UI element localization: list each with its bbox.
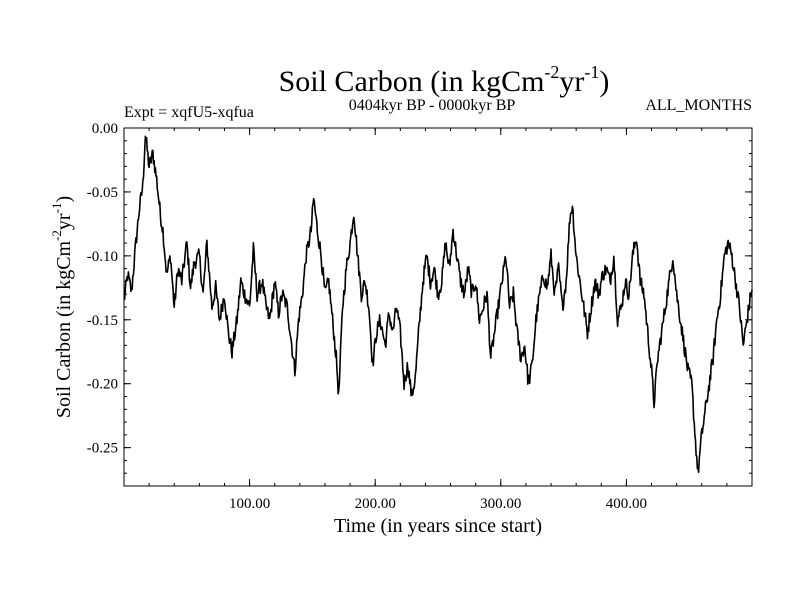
series-group [123,135,753,474]
subtitle-experiment: Expt = xqfU5-xqfua [124,104,254,121]
y-axis-label: Soil Carbon (in kgCm-2yr-1) [49,196,75,418]
chart-title: Soil Carbon (in kgCm-2yr-1) [279,62,610,98]
y-tick-label: -0.15 [87,313,118,329]
x-tick-label: 300.00 [480,496,521,512]
series-line-soil-carbon [123,135,753,474]
y-axis: 0.00 -0.05 -0.10 -0.15 -0.20 -0.25 [87,121,752,487]
y-tick-label: -0.25 [87,441,118,457]
x-tick-label: 200.00 [355,496,396,512]
y-tick-label: 0.00 [92,121,118,137]
subtitle-period: 0404kyr BP - 0000kyr BP [349,97,516,114]
x-axis: 100.00 200.00 300.00 400.00 [148,128,728,512]
y-tick-label: -0.05 [87,185,118,201]
x-tick-label: 100.00 [229,496,270,512]
x-tick-label: 400.00 [606,496,647,512]
y-tick-label: -0.20 [87,377,118,393]
subtitle-months: ALL_MONTHS [645,97,752,114]
x-axis-label: Time (in years since start) [334,515,542,537]
y-tick-label: -0.10 [87,249,118,265]
